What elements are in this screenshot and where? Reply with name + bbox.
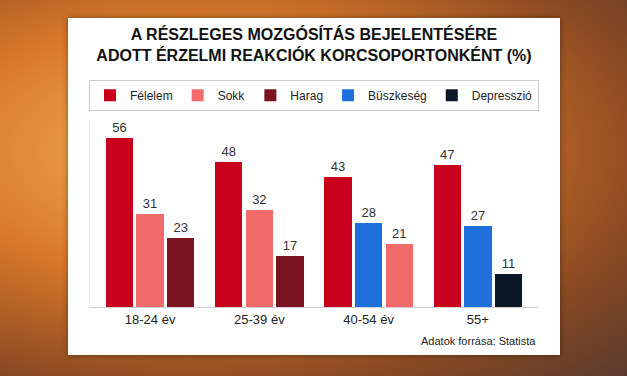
svg-text:28: 28 [361, 205, 375, 220]
svg-text:A RÉSZLEGES MOZGÓSÍTÁS BEJELEN: A RÉSZLEGES MOZGÓSÍTÁS BEJELENTÉSÉREADOT… [96, 25, 531, 64]
svg-text:18-24 év: 18-24 év [125, 312, 176, 327]
svg-text:21: 21 [392, 226, 406, 241]
svg-text:23: 23 [173, 220, 187, 235]
svg-text:31: 31 [143, 196, 157, 211]
svg-text:27: 27 [471, 208, 485, 223]
svg-text:Büszkeség: Büszkeség [368, 89, 427, 103]
svg-text:11: 11 [502, 256, 516, 271]
svg-text:Adatok forrása: Statista: Adatok forrása: Statista [421, 335, 536, 347]
svg-text:Depresszió: Depresszió [472, 89, 532, 103]
svg-text:17: 17 [283, 238, 297, 253]
svg-text:Félelem: Félelem [130, 89, 173, 103]
svg-text:Sokk: Sokk [218, 89, 246, 103]
svg-text:40-54 év: 40-54 év [343, 312, 394, 327]
svg-text:32: 32 [252, 192, 266, 207]
svg-text:Harag: Harag [290, 89, 323, 103]
svg-text:55+: 55+ [467, 312, 489, 327]
svg-text:43: 43 [331, 159, 345, 174]
svg-text:25-39 év: 25-39 év [234, 312, 285, 327]
svg-text:56: 56 [112, 120, 126, 135]
svg-text:47: 47 [440, 147, 454, 162]
svg-text:48: 48 [222, 144, 236, 159]
